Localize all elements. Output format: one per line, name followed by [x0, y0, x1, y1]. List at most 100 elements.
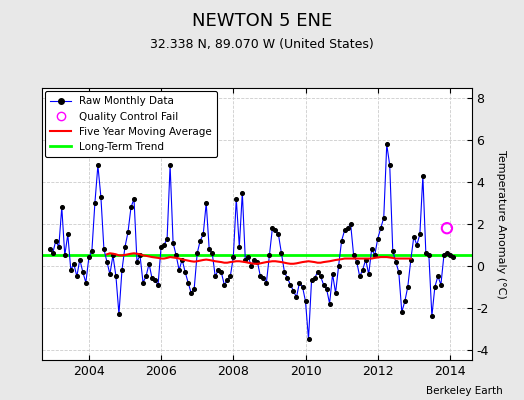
- Point: [389, 248, 397, 254]
- Point: [331, 290, 340, 296]
- Point: [398, 309, 406, 315]
- Point: [193, 250, 201, 256]
- Point: [259, 275, 268, 282]
- Point: [407, 256, 415, 263]
- Point: [85, 254, 93, 261]
- Point: [181, 269, 189, 275]
- Point: [377, 225, 385, 231]
- Point: [190, 286, 199, 292]
- Point: [365, 271, 373, 278]
- Point: [379, 214, 388, 221]
- Point: [325, 300, 334, 307]
- Point: [422, 250, 430, 256]
- Y-axis label: Temperature Anomaly (°C): Temperature Anomaly (°C): [496, 150, 506, 298]
- Point: [319, 282, 328, 288]
- Point: [256, 273, 265, 280]
- Point: [374, 236, 382, 242]
- Point: [217, 269, 225, 275]
- Point: [416, 231, 424, 238]
- Point: [334, 263, 343, 269]
- Point: [298, 284, 307, 290]
- Point: [109, 252, 117, 258]
- Point: [386, 162, 394, 169]
- Point: [268, 225, 277, 231]
- Point: [424, 252, 433, 258]
- Point: [235, 244, 244, 250]
- Point: [241, 256, 249, 263]
- Point: [124, 229, 132, 236]
- Point: [401, 298, 409, 305]
- Point: [304, 336, 313, 342]
- Point: [75, 256, 84, 263]
- Point: [271, 227, 280, 234]
- Point: [322, 286, 331, 292]
- Point: [214, 267, 222, 273]
- Point: [449, 254, 457, 261]
- Point: [145, 260, 153, 267]
- Point: [341, 227, 349, 234]
- Point: [67, 267, 75, 273]
- Point: [88, 248, 96, 254]
- Point: [440, 252, 448, 258]
- Text: NEWTON 5 ENE: NEWTON 5 ENE: [192, 12, 332, 30]
- Point: [46, 246, 54, 252]
- Point: [73, 273, 81, 280]
- Point: [82, 279, 90, 286]
- Point: [115, 311, 123, 317]
- Point: [127, 204, 135, 210]
- Point: [292, 294, 301, 300]
- Text: 32.338 N, 89.070 W (United States): 32.338 N, 89.070 W (United States): [150, 38, 374, 51]
- Point: [58, 204, 66, 210]
- Point: [383, 141, 391, 148]
- Point: [220, 282, 228, 288]
- Point: [403, 284, 412, 290]
- Point: [277, 250, 286, 256]
- Point: [91, 200, 99, 206]
- Point: [139, 279, 147, 286]
- Point: [443, 250, 451, 256]
- Point: [54, 244, 63, 250]
- Point: [172, 252, 180, 258]
- Point: [136, 252, 144, 258]
- Point: [121, 244, 129, 250]
- Point: [247, 263, 256, 269]
- Point: [395, 269, 403, 275]
- Point: [250, 256, 258, 263]
- Point: [97, 194, 105, 200]
- Point: [232, 196, 241, 202]
- Point: [187, 290, 195, 296]
- Point: [112, 273, 120, 280]
- Point: [313, 269, 322, 275]
- Point: [79, 269, 87, 275]
- Point: [61, 252, 69, 258]
- Point: [208, 250, 216, 256]
- Point: [103, 258, 111, 265]
- Point: [296, 279, 304, 286]
- Point: [178, 256, 187, 263]
- Point: [49, 250, 57, 256]
- Point: [301, 298, 310, 305]
- Point: [106, 271, 114, 278]
- Point: [169, 240, 177, 246]
- Point: [355, 273, 364, 280]
- Point: [130, 196, 138, 202]
- Point: [346, 221, 355, 227]
- Point: [391, 258, 400, 265]
- Point: [412, 242, 421, 248]
- Point: [431, 284, 439, 290]
- Point: [166, 162, 174, 169]
- Point: [118, 267, 126, 273]
- Point: [229, 254, 237, 261]
- Point: [265, 252, 274, 258]
- Point: [100, 246, 108, 252]
- Point: [244, 254, 253, 261]
- Point: [329, 271, 337, 278]
- Point: [160, 242, 168, 248]
- Point: [184, 279, 192, 286]
- Point: [370, 252, 379, 258]
- Point: [211, 273, 220, 280]
- Point: [157, 244, 165, 250]
- Point: [308, 277, 316, 284]
- Point: [283, 275, 292, 282]
- Point: [63, 231, 72, 238]
